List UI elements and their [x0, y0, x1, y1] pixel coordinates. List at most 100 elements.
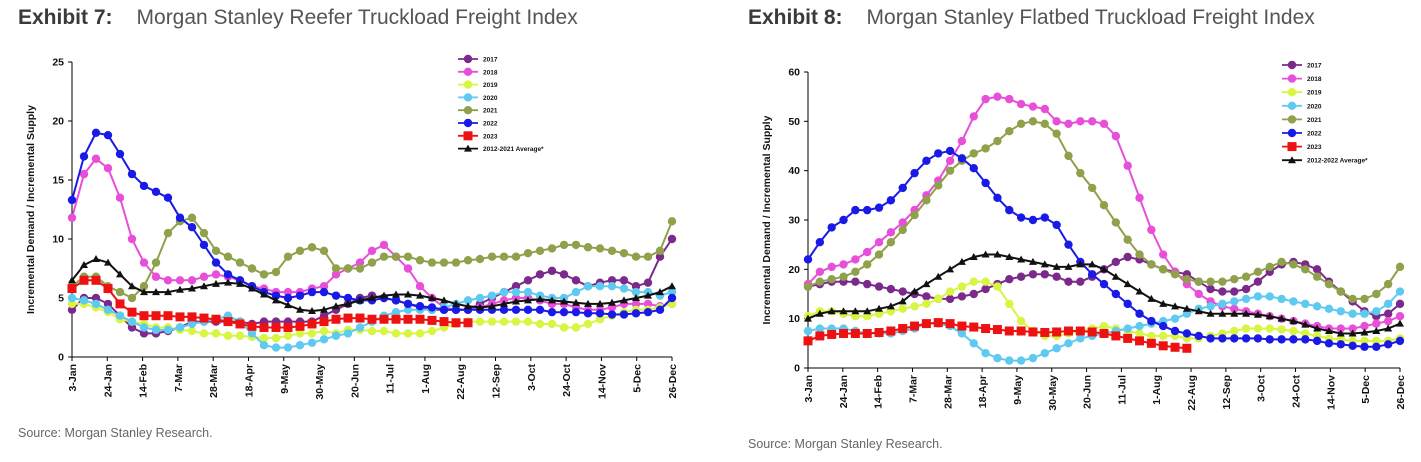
data-point: [1301, 265, 1310, 274]
data-point: [803, 255, 813, 264]
data-point: [79, 296, 89, 305]
data-point: [500, 299, 508, 307]
data-point: [1253, 324, 1263, 333]
data-point: [1230, 304, 1239, 313]
data-point: [235, 258, 245, 267]
data-point: [391, 314, 401, 324]
data-point: [1372, 289, 1381, 299]
data-point: [487, 317, 497, 326]
data-point: [804, 314, 812, 322]
y-tick-label: 40: [788, 165, 800, 177]
reefer-chart: 0 5 10 15 20 25 Incremental Demand / Increment…: [25, 54, 679, 400]
data-point: [331, 291, 341, 300]
data-point: [1170, 314, 1180, 323]
data-point: [367, 326, 377, 336]
data-point: [379, 326, 389, 336]
data-point: [1087, 183, 1097, 193]
data-point: [803, 326, 813, 336]
data-point: [969, 164, 978, 173]
data-point: [355, 258, 365, 267]
data-point: [572, 298, 580, 306]
data-point: [1111, 272, 1120, 280]
data-point: [536, 295, 544, 303]
y-tick-label: 20: [788, 264, 800, 276]
data-point: [151, 325, 161, 335]
x-tick-label: 3-Oct: [526, 364, 538, 391]
data-point: [139, 311, 149, 321]
data-point: [607, 282, 617, 291]
data-point: [404, 290, 412, 298]
data-point: [815, 309, 824, 317]
data-point: [934, 294, 943, 304]
data-point: [607, 246, 617, 255]
data-point: [1383, 340, 1393, 349]
data-point: [403, 252, 413, 261]
data-point: [655, 246, 665, 255]
data-point: [1194, 331, 1203, 341]
data-point: [1040, 119, 1049, 128]
x-tick-label: 11-Jul: [1116, 375, 1128, 405]
data-point: [815, 277, 825, 286]
data-point: [151, 272, 161, 281]
data-point: [632, 294, 640, 301]
data-point: [1348, 294, 1357, 304]
data-point: [295, 321, 305, 331]
data-point: [815, 267, 825, 276]
data-point: [1383, 279, 1393, 289]
data-point: [851, 267, 860, 276]
data-point: [559, 240, 569, 250]
data-point: [1265, 312, 1274, 320]
data-point: [969, 277, 978, 286]
data-point: [1111, 218, 1121, 227]
data-point: [283, 252, 293, 261]
data-point: [187, 326, 197, 336]
data-point: [67, 195, 77, 205]
data-point: [620, 296, 628, 304]
data-point: [223, 252, 233, 261]
data-point: [1336, 329, 1345, 337]
data-point: [523, 317, 533, 326]
data-point: [1099, 201, 1109, 210]
data-point: [1016, 356, 1026, 365]
y-tick-label: 0: [58, 352, 64, 364]
data-point: [1111, 257, 1121, 267]
data-point: [656, 288, 664, 296]
data-point: [875, 304, 884, 312]
data-point: [127, 317, 137, 326]
data-point: [68, 276, 76, 284]
data-point: [957, 257, 966, 265]
data-point: [1005, 299, 1014, 309]
data-point: [1372, 319, 1381, 328]
data-point: [464, 144, 472, 152]
y-tick-label: 25: [52, 57, 64, 69]
data-point: [187, 223, 197, 232]
data-point: [511, 252, 521, 261]
data-point: [1135, 250, 1144, 259]
data-point: [235, 331, 245, 340]
data-point: [319, 282, 329, 291]
data-point: [308, 306, 316, 314]
data-point: [957, 154, 967, 163]
data-point: [1253, 292, 1263, 301]
data-point: [631, 309, 641, 318]
data-point: [560, 297, 568, 305]
data-point: [1277, 335, 1286, 344]
data-point: [1384, 324, 1393, 332]
data-point: [1360, 336, 1369, 346]
data-point: [547, 244, 557, 253]
y-tick-label: 15: [52, 175, 64, 187]
data-point: [1372, 342, 1381, 351]
data-point: [886, 326, 896, 336]
data-point: [547, 307, 557, 317]
data-point: [175, 312, 185, 322]
data-point: [1099, 279, 1109, 289]
data-point: [1241, 324, 1251, 333]
data-point: [103, 130, 113, 140]
series-2018: [67, 154, 677, 314]
data-point: [1016, 326, 1026, 336]
data-point: [1123, 333, 1133, 343]
data-point: [1135, 336, 1145, 346]
data-point: [1194, 289, 1203, 299]
data-point: [199, 329, 209, 338]
data-point: [827, 329, 837, 339]
